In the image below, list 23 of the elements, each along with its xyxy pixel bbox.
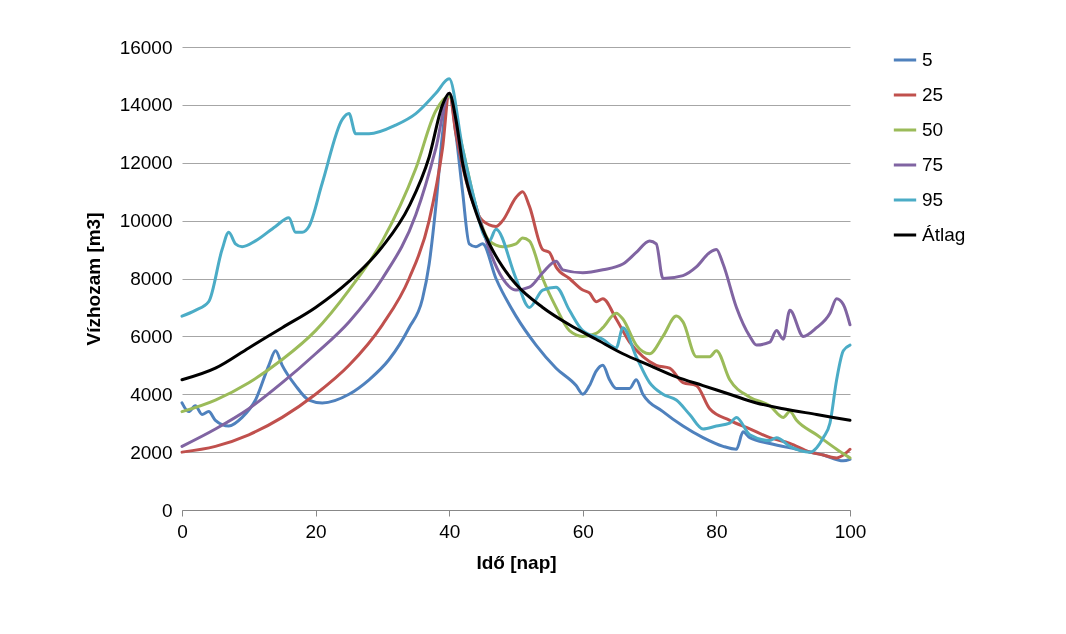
y-tick-label: 6000 [130,325,173,347]
y-tick-label: 0 [161,499,173,521]
y-tick-label: 2000 [130,441,173,463]
x-tick-label: 100 [834,520,867,542]
legend-label: 95 [922,189,944,210]
y-tick-label: 16000 [119,36,173,58]
y-axis-title: Vízhozam [m3] [82,212,104,346]
legend-label: 25 [922,84,944,105]
legend-label: Átlag [922,224,966,245]
y-tick-label: 4000 [130,383,173,405]
legend-label: 5 [922,49,933,70]
x-tick-label: 80 [706,520,728,542]
y-tick-label: 14000 [119,94,173,116]
x-tick-label: 20 [305,520,327,542]
y-tick-label: 10000 [119,210,173,232]
x-tick-label: 60 [572,520,594,542]
x-axis-title: Idő [nap] [476,551,557,573]
legend-label: 75 [922,154,944,175]
x-tick-label: 40 [439,520,461,542]
x-tick-label: 0 [177,520,188,542]
y-tick-label: 12000 [119,152,173,174]
y-tick-label: 8000 [130,268,173,289]
legend-label: 50 [922,119,944,140]
